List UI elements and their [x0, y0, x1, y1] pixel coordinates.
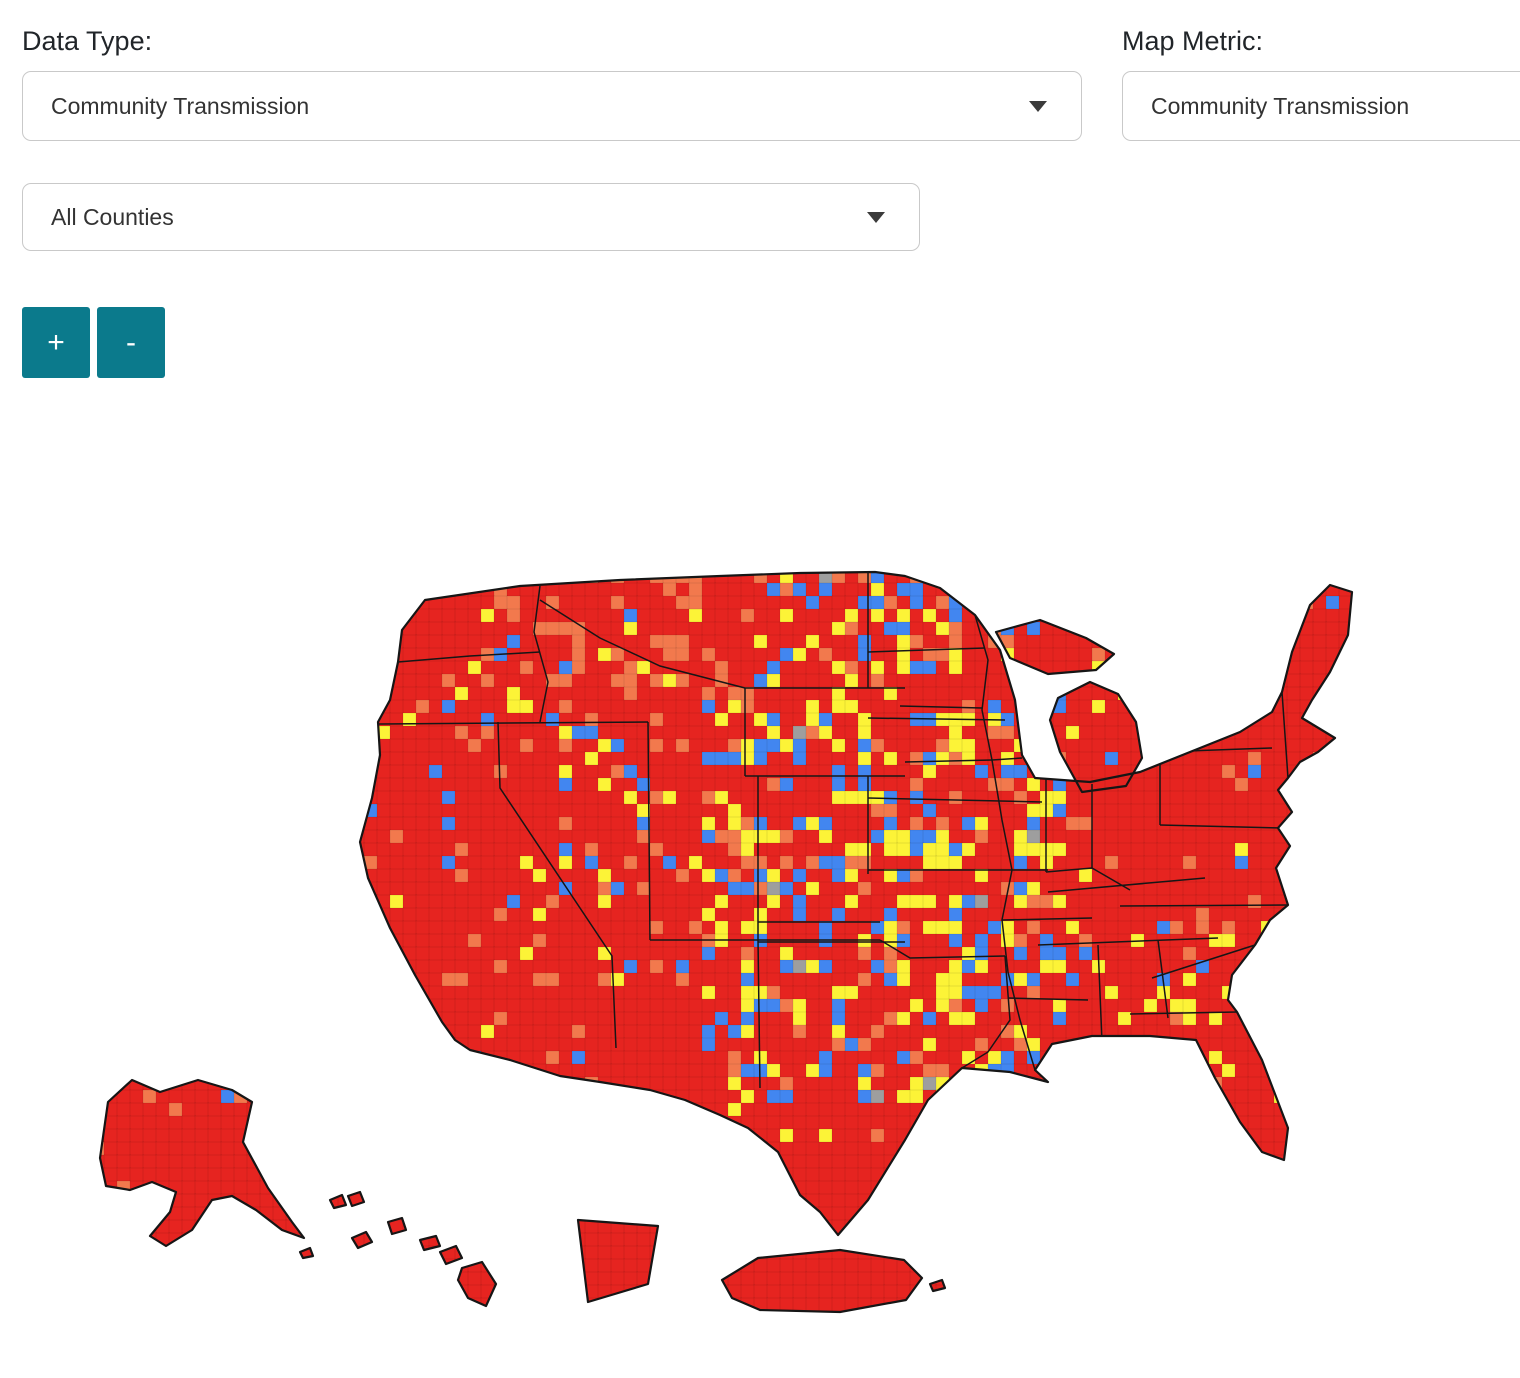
state-borders: [377, 572, 1289, 1089]
county-filter-value: All Counties: [51, 203, 174, 230]
map-metric-select[interactable]: Community Transmission: [1122, 71, 1520, 141]
left-controls: Data Type: Community Transmission All Co…: [22, 26, 1082, 378]
map-metric-value: Community Transmission: [1151, 92, 1410, 119]
region-outlines: [98, 570, 1354, 1314]
chevron-down-icon: [867, 212, 885, 223]
data-type-select[interactable]: Community Transmission: [22, 71, 1082, 141]
chevron-down-icon: [1029, 101, 1047, 112]
data-type-value: Community Transmission: [51, 92, 310, 119]
county-cells[interactable]: [52, 518, 1391, 1337]
us-county-choropleth-map[interactable]: [0, 400, 1520, 1378]
zoom-out-button[interactable]: -: [97, 307, 165, 378]
right-controls: Map Metric: Community Transmission: [1122, 26, 1520, 141]
map-metric-label: Map Metric:: [1122, 26, 1264, 56]
zoom-controls: + -: [22, 307, 1082, 378]
zoom-in-button[interactable]: +: [22, 307, 90, 378]
county-filter-select[interactable]: All Counties: [22, 183, 920, 251]
data-type-label: Data Type:: [22, 26, 153, 56]
